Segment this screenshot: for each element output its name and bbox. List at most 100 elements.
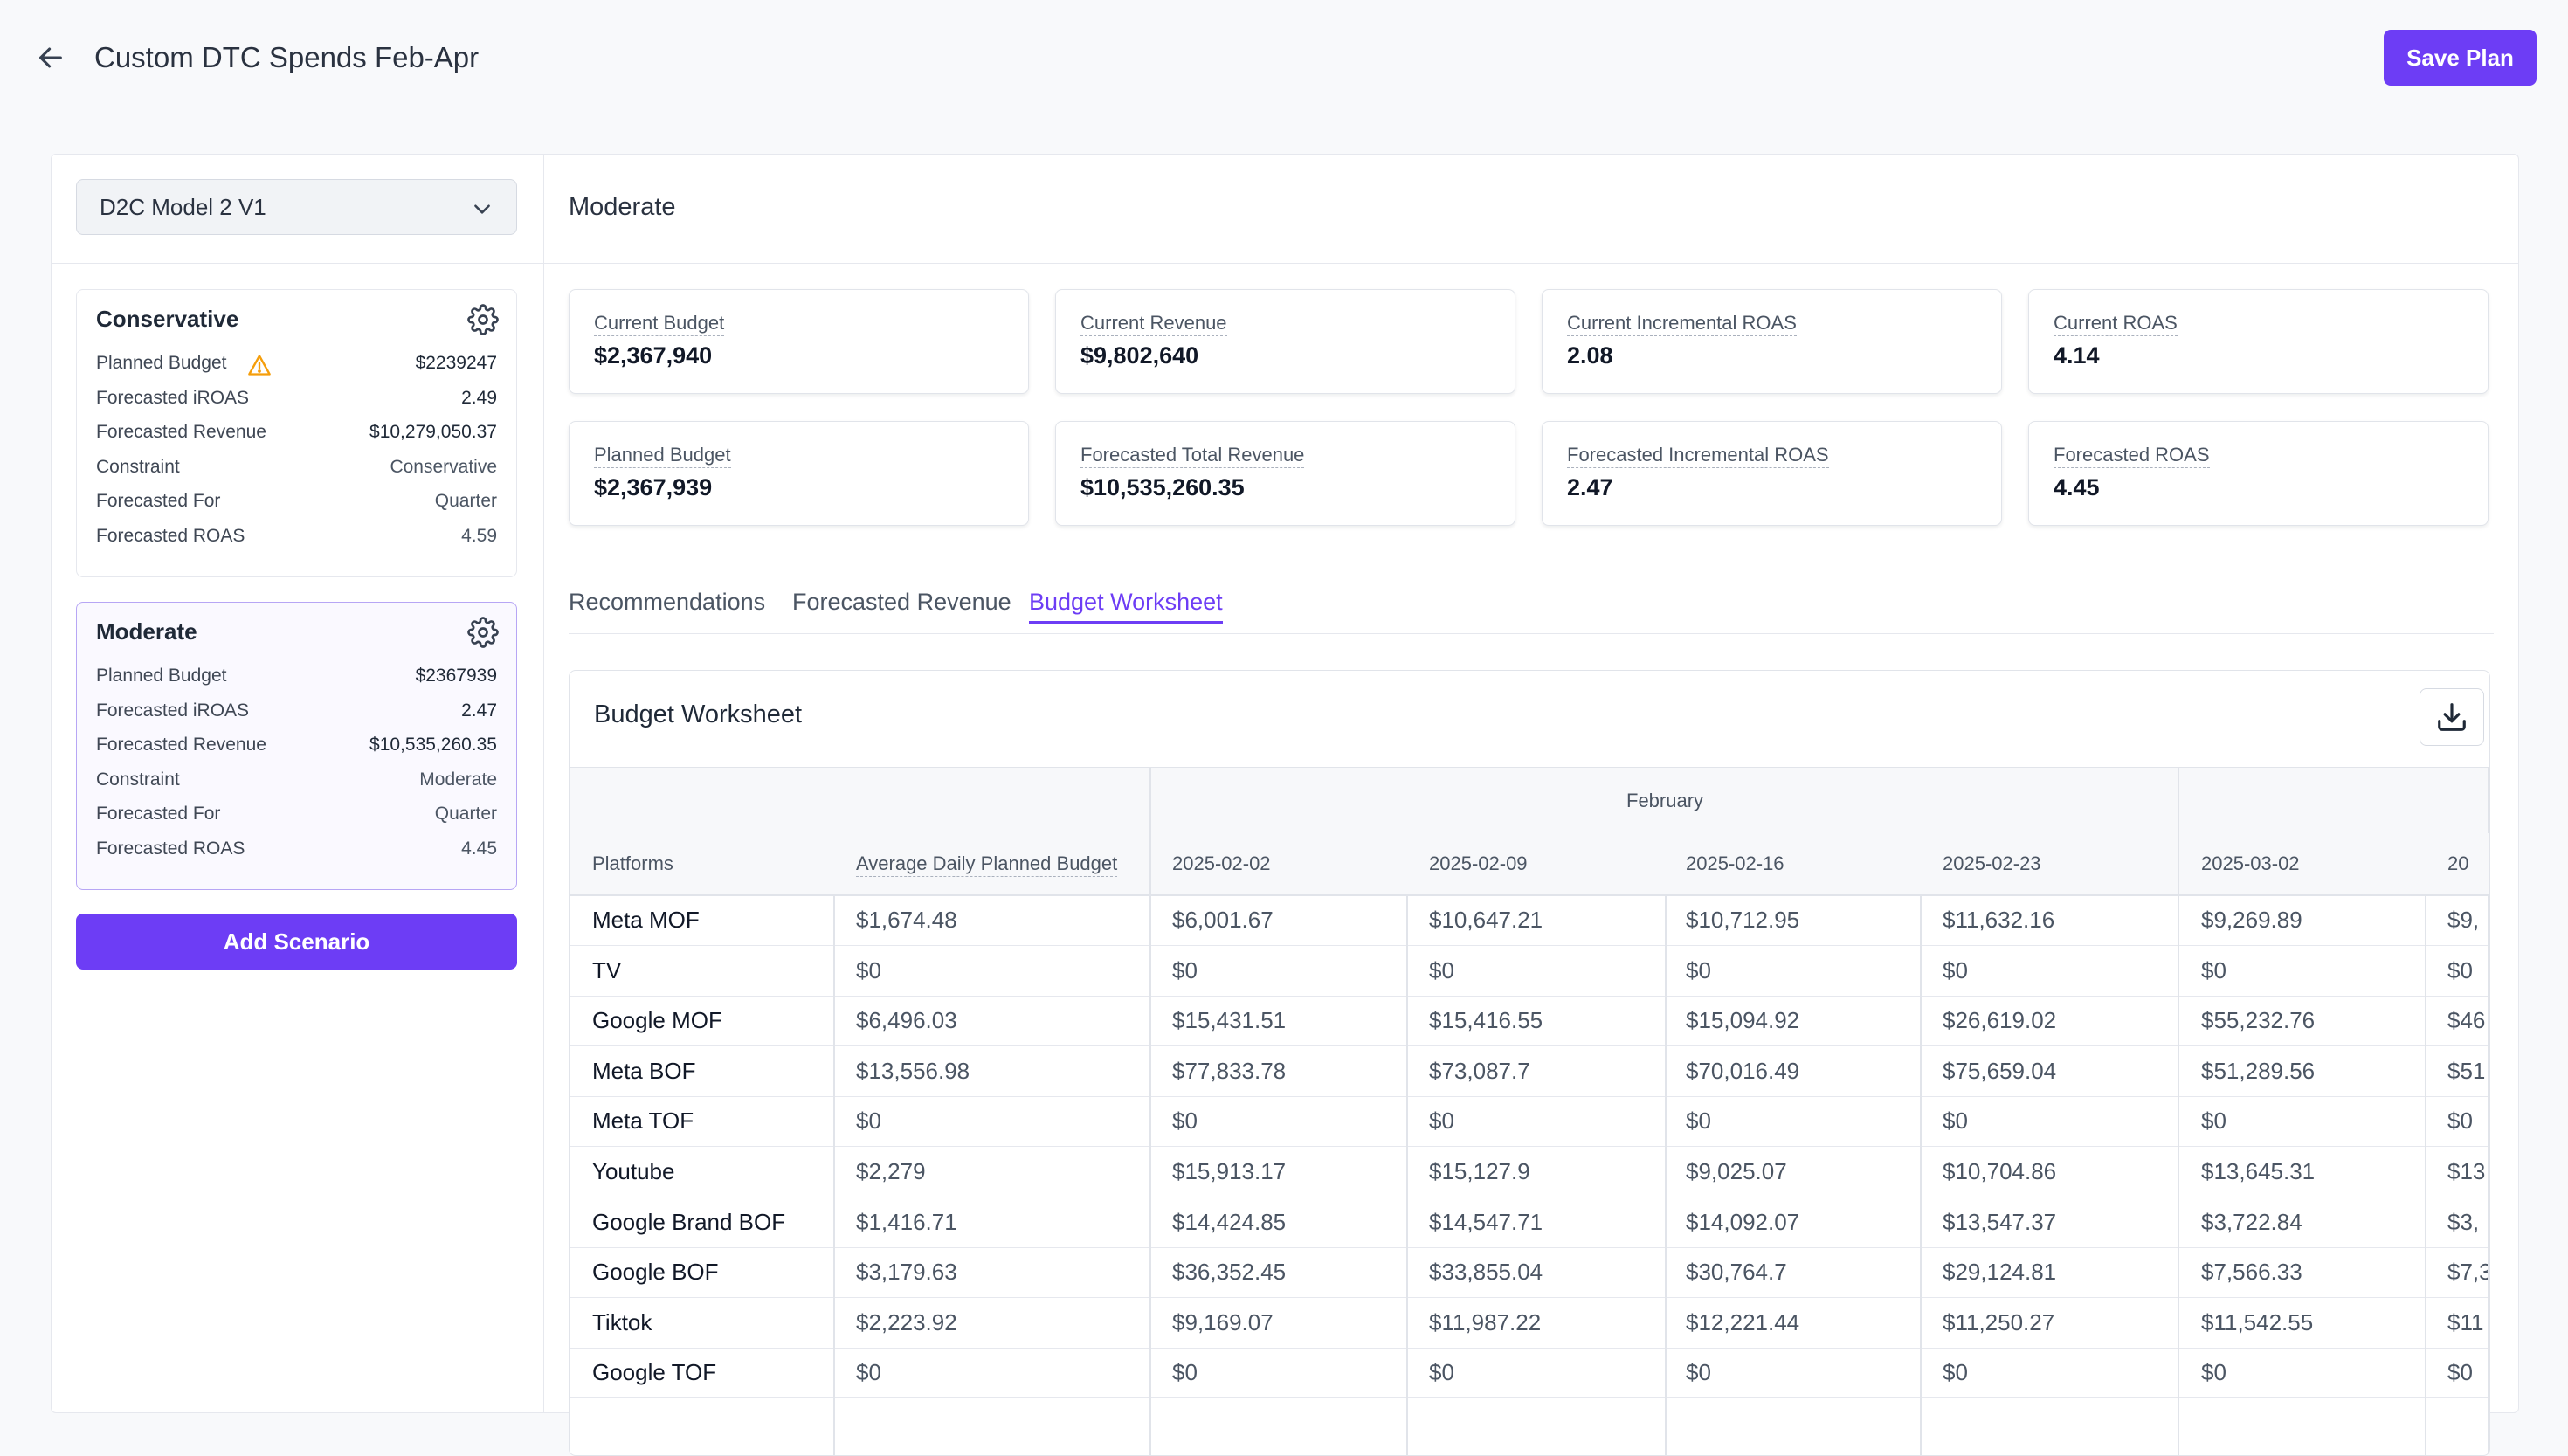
budget-cell: $3,	[2447, 1208, 2480, 1235]
budget-cell: $10,647.21	[1429, 907, 1543, 933]
scenario-row: Forecasted For Quarter	[96, 491, 497, 517]
budget-cell: $51	[2447, 1057, 2486, 1084]
budget-worksheet-card: Budget Worksheet February Platforms Aver…	[569, 670, 2490, 1456]
metric-value: 4.45	[2054, 474, 2100, 500]
budget-cell: $0	[2201, 1108, 2226, 1135]
budget-cell: $15,416.55	[1429, 1007, 1543, 1034]
budget-cell: $0	[1429, 1108, 1454, 1135]
arrow-left-icon	[39, 47, 62, 68]
column-header: 2025-02-16	[1686, 852, 1784, 874]
budget-cell: $13	[2447, 1158, 2486, 1184]
tab-bar: Recommendations Forecasted Revenue Budge…	[569, 583, 2494, 634]
budget-cell: $15,127.9	[1429, 1158, 1530, 1184]
row-label: Forecasted Revenue	[96, 735, 266, 755]
scenario-row: Planned Budget $2239247	[96, 353, 497, 379]
row-label: Forecasted Revenue	[96, 422, 266, 442]
budget-cell: $0	[856, 1108, 881, 1135]
back-button[interactable]	[31, 38, 70, 77]
budget-cell: $55,232.76	[2201, 1007, 2316, 1034]
scenario-row: Forecasted Revenue $10,535,260.35	[96, 735, 497, 761]
budget-cell: $77,833.78	[1172, 1057, 1287, 1084]
budget-cell: $9,169.07	[1172, 1308, 1274, 1335]
budget-cell: $6,496.03	[856, 1007, 957, 1034]
scenario-card-moderate[interactable]: Moderate Planned Budget $2367939 Forecas…	[76, 602, 517, 890]
month-label: February	[1626, 790, 1704, 811]
budget-cell: $0	[1686, 1359, 1711, 1386]
row-value: $2239247	[415, 353, 497, 373]
add-scenario-button[interactable]: Add Scenario	[76, 914, 517, 970]
table-row: Google BOF $3,179.63 $36,352.45 $33,855.04 $…	[570, 1246, 2489, 1299]
platform-cell: Google TOF	[592, 1359, 717, 1386]
budget-cell: $0	[2447, 1108, 2473, 1135]
save-plan-button[interactable]: Save Plan	[2384, 30, 2537, 86]
platform-cell: Meta MOF	[592, 907, 700, 933]
table-row: Meta TOF $0 $0 $0 $0 $0 $0 $0	[570, 1095, 2489, 1148]
column-header: 20	[2447, 852, 2469, 874]
budget-cell: $14,092.07	[1686, 1208, 1800, 1235]
platform-cell: Tiktok	[592, 1308, 652, 1335]
row-label: Forecasted For	[96, 804, 221, 824]
chevron-down-icon	[474, 204, 490, 214]
budget-cell: $0	[1943, 1359, 1968, 1386]
table-row: Youtube $2,279 $15,913.17 $15,127.9 $9,025.0…	[570, 1146, 2489, 1197]
budget-cell: $13,556.98	[856, 1057, 970, 1084]
column-header: 2025-02-02	[1172, 852, 1271, 874]
scenario-detail: Moderate Current Budget $2,367,940 Curre…	[544, 155, 2518, 1456]
scenario-row: Forecasted ROAS 4.45	[96, 838, 497, 865]
column-header-row: Platforms Average Daily Planned Budget 2…	[570, 833, 2489, 896]
platform-cell: Meta BOF	[592, 1057, 696, 1084]
metric-value: $2,367,940	[594, 342, 713, 369]
budget-cell: $13,547.37	[1943, 1208, 2057, 1235]
download-button[interactable]	[2420, 688, 2484, 746]
table-row: Tiktok $2,223.92 $9,169.07 $11,987.22 $12,22…	[570, 1297, 2489, 1349]
scenario-row: Constraint Moderate	[96, 769, 497, 796]
model-select[interactable]: D2C Model 2 V1	[76, 179, 517, 235]
metric-value: 2.47	[1567, 474, 1613, 500]
scenario-row: Forecasted ROAS 4.59	[96, 526, 497, 552]
metric-label: Current Budget	[594, 311, 725, 336]
tab-forecasted-revenue[interactable]: Forecasted Revenue	[792, 589, 1011, 615]
tab-recommendations[interactable]: Recommendations	[569, 589, 766, 615]
metric-value: 2.08	[1567, 342, 1613, 369]
row-value: $10,279,050.37	[369, 422, 497, 442]
budget-cell: $73,087.7	[1429, 1057, 1530, 1084]
budget-cell: $0	[856, 1359, 881, 1386]
metric-value: 4.14	[2054, 342, 2100, 369]
budget-cell: $7,566.33	[2201, 1259, 2302, 1286]
row-label: Constraint	[96, 769, 180, 790]
scenario-row: Planned Budget $2367939	[96, 666, 497, 692]
metric-label: Current Revenue	[1080, 311, 1227, 336]
divider	[544, 263, 2518, 264]
budget-cell: $9,	[2447, 907, 2480, 933]
budget-cell: $29,124.81	[1943, 1259, 2057, 1286]
budget-cell: $26,619.02	[1943, 1007, 2057, 1034]
platform-cell: Youtube	[592, 1158, 675, 1184]
scenario-row: Forecasted For Quarter	[96, 804, 497, 830]
table-row: Google MOF $6,496.03 $15,431.51 $15,416.55 $…	[570, 995, 2489, 1047]
row-label: Planned Budget	[96, 353, 227, 373]
budget-cell: $3,722.84	[2201, 1208, 2302, 1235]
budget-cell: $0	[1172, 956, 1198, 983]
gear-icon[interactable]	[467, 617, 499, 648]
metric-label: Planned Budget	[594, 443, 731, 468]
metric-card: Forecasted Incremental ROAS 2.47	[1542, 421, 2002, 526]
budget-cell: $51,289.56	[2201, 1057, 2316, 1084]
tab-budget-worksheet[interactable]: Budget Worksheet	[1029, 583, 1223, 624]
budget-cell: $0	[856, 956, 881, 983]
budget-cell: $0	[1172, 1359, 1198, 1386]
table-row: Meta BOF $13,556.98 $77,833.78 $73,087.7 $70…	[570, 1045, 2489, 1097]
row-value: Quarter	[434, 491, 497, 511]
budget-cell: $1,416.71	[856, 1208, 957, 1235]
scenario-row: Forecasted iROAS 2.49	[96, 388, 497, 414]
budget-cell: $11	[2447, 1308, 2484, 1335]
budget-cell: $15,431.51	[1172, 1007, 1287, 1034]
gear-icon[interactable]	[467, 304, 499, 335]
table-row: Meta MOF $1,674.48 $6,001.67 $10,647.21 $10,…	[570, 894, 2489, 946]
scenario-title: Moderate	[569, 193, 676, 221]
column-header-text: Average Daily Planned Budget	[856, 852, 1118, 877]
budget-cell: $11,542.55	[2201, 1308, 2314, 1335]
table-row: TV $0 $0 $0 $0 $0 $0 $0	[570, 945, 2489, 997]
metric-label: Forecasted Total Revenue	[1080, 443, 1305, 468]
scenario-card-conservative[interactable]: Conservative Planned Budget $2239247 For…	[76, 289, 517, 577]
budget-cell: $0	[1686, 1108, 1711, 1135]
